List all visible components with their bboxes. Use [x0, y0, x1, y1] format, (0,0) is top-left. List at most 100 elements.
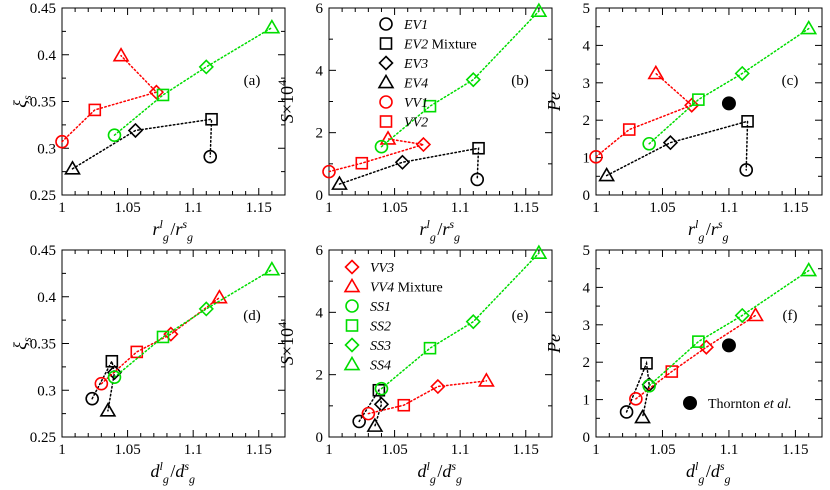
y-tick-label: 0.4 — [37, 48, 56, 64]
y-tick-label: 0 — [316, 430, 324, 446]
legend-label-suffix: et al. — [760, 397, 792, 412]
legend-label: EV1 — [403, 18, 428, 33]
x-tick-label: 1 — [592, 200, 600, 216]
y-axis-label-part: s — [20, 95, 34, 100]
data-point — [640, 357, 653, 370]
x-axis-label-part: r — [152, 219, 160, 239]
thornton-point — [721, 96, 736, 111]
x-tick-label: 1 — [58, 200, 66, 216]
legend-label-main: Thornton — [708, 397, 760, 412]
series-SS — [642, 261, 818, 393]
y-tick-label: 0 — [583, 188, 591, 204]
legend-label: EV3 — [403, 57, 428, 72]
panel-label: (e) — [512, 308, 529, 324]
x-axis-label-part: l — [695, 217, 699, 231]
data-point — [107, 128, 122, 142]
x-axis-label-part: r — [711, 219, 719, 239]
data-point — [692, 335, 705, 348]
data-point — [465, 314, 481, 330]
x-tick-label: 1.1 — [451, 200, 470, 216]
data-point — [105, 354, 119, 368]
data-point — [88, 103, 102, 117]
data-point — [598, 166, 616, 182]
data-point — [112, 47, 130, 62]
legend-label: SS1 — [370, 300, 391, 315]
data-point — [263, 261, 281, 276]
y-tick-label: 3 — [583, 76, 591, 92]
data-point — [355, 156, 369, 170]
data-point — [156, 88, 170, 102]
data-point — [85, 391, 99, 406]
x-axis-label-part: g — [698, 472, 704, 486]
y-tick-label: 2 — [316, 368, 324, 384]
legend-marker — [344, 259, 360, 275]
series-line — [648, 269, 810, 387]
x-axis-label-part — [729, 219, 731, 239]
data-point — [372, 383, 386, 397]
plot-frame — [61, 249, 286, 438]
data-point — [530, 2, 548, 17]
x-axis-label-part: g — [187, 230, 193, 244]
series-line — [328, 138, 424, 173]
series-line — [113, 268, 273, 378]
data-point — [470, 172, 485, 187]
x-axis-label: dlg /dsg — [686, 459, 732, 486]
x-axis-label-part: / — [170, 219, 175, 239]
x-axis-label-part: / — [437, 461, 442, 481]
y-tick-label: 5 — [583, 243, 591, 259]
x-axis-label-part — [195, 461, 197, 481]
legend-label: SS4 — [370, 359, 391, 374]
data-point — [107, 370, 122, 384]
panel-label: (b) — [511, 73, 529, 89]
legend-label-main: SS3 — [370, 339, 391, 354]
y-tick-label: 2 — [583, 113, 591, 129]
y-axis-label-part: 4 — [275, 322, 289, 328]
x-tick-label: 1.05 — [381, 200, 407, 216]
y-tick-label: 6 — [316, 243, 324, 259]
y-tick-label: 0.25 — [30, 188, 56, 204]
x-axis-label: rlg /rsg — [419, 217, 461, 244]
x-axis-label-part: s — [449, 217, 454, 231]
x-tick-label: 1.05 — [114, 442, 140, 458]
series-EV — [85, 354, 123, 417]
x-tick-label: 1.05 — [114, 200, 140, 216]
y-tick-label: 0.3 — [37, 383, 56, 399]
series-line — [648, 27, 810, 145]
data-point — [366, 417, 384, 432]
data-point — [472, 141, 485, 155]
series-EV — [331, 141, 485, 190]
legend-label-main: EV1 — [403, 18, 428, 33]
x-axis-label-part: g — [723, 230, 729, 244]
x-axis-label-part: s — [182, 217, 187, 231]
data-point — [322, 164, 336, 179]
legend-f: Thornton et al. — [683, 396, 792, 412]
panel-label: (c) — [782, 73, 799, 89]
thornton-point — [721, 338, 736, 353]
x-tick-label: 1.15 — [782, 200, 808, 216]
data-point — [352, 414, 366, 429]
data-point — [423, 99, 437, 113]
x-axis-label-part: d — [417, 461, 427, 481]
x-axis-label: dlg /dsg — [150, 459, 196, 486]
legend-label: EV4 — [403, 77, 428, 92]
series-SS — [107, 261, 281, 384]
x-tick-label: 1.15 — [513, 200, 539, 216]
data-point — [373, 396, 390, 412]
data-point — [331, 175, 348, 190]
legend-label: EV2 Mixture — [403, 38, 477, 53]
x-axis-label-part: d — [442, 461, 452, 481]
panel-label: (f) — [783, 308, 798, 324]
x-axis-label: dlg /dsg — [417, 459, 463, 486]
legend-label-main: EV3 — [403, 57, 428, 72]
x-tick-label: 1.15 — [513, 442, 539, 458]
legend-marker — [343, 277, 361, 293]
series-VV — [322, 130, 432, 179]
data-point — [263, 19, 281, 34]
y-axis-label: S×104 — [275, 322, 297, 365]
legend-label-main: VV1 — [404, 96, 428, 111]
legend-label-main: SS2 — [370, 320, 391, 335]
data-point — [156, 330, 170, 344]
data-point — [423, 341, 437, 355]
legend-marker — [379, 17, 393, 31]
